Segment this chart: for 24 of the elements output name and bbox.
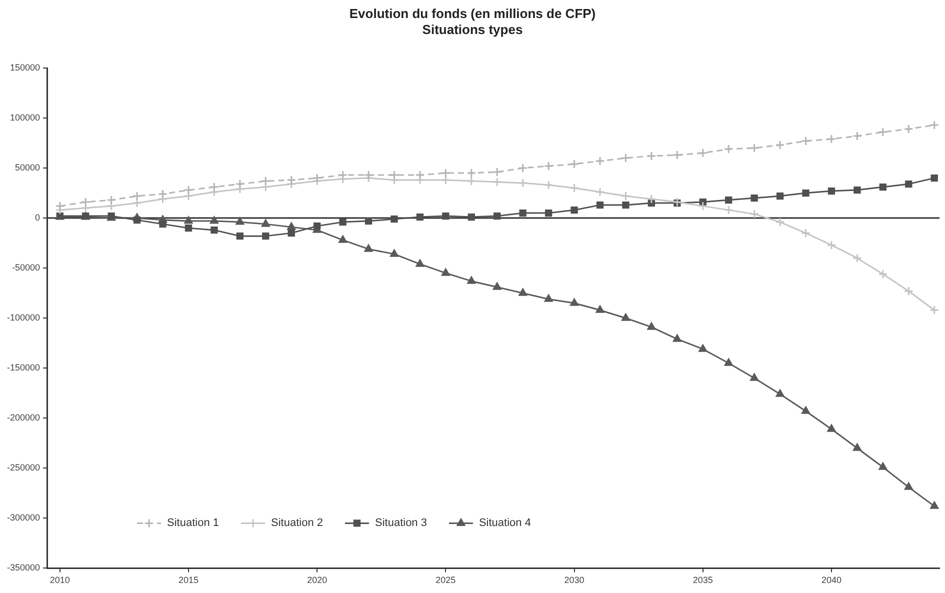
x-tick-label: 2010: [50, 575, 70, 586]
x-tick-label: 2015: [178, 575, 199, 586]
y-tick-label: -100000: [7, 312, 40, 323]
legend-label: Situation 1: [167, 517, 220, 530]
y-tick-label: -300000: [7, 512, 40, 523]
legend-label: Situation 3: [374, 517, 427, 530]
x-tick-label: 2030: [564, 575, 584, 586]
x-tick-label: 2025: [436, 575, 456, 586]
y-tick-label: -250000: [7, 462, 40, 473]
x-tick-label: 2035: [692, 575, 713, 586]
y-tick-label: 50000: [15, 162, 40, 173]
chart-subtitle: Situations types: [421, 22, 524, 38]
legend-label: Situation 2: [271, 517, 323, 530]
chart-title: Evolution du fonds (en millions de CFP): [348, 6, 597, 22]
y-tick-label: -50000: [12, 262, 40, 273]
y-tick-label: -200000: [7, 412, 40, 423]
y-tick-label: 150000: [10, 62, 40, 72]
y-tick-label: 0: [35, 212, 40, 223]
x-tick-label: 2040: [821, 575, 842, 586]
legend-label: Situation 4: [478, 517, 531, 530]
x-tick-label: 2020: [307, 575, 328, 586]
y-tick-label: -350000: [7, 562, 40, 573]
y-tick-label: 100000: [10, 112, 40, 123]
y-tick-label: -150000: [7, 362, 40, 373]
